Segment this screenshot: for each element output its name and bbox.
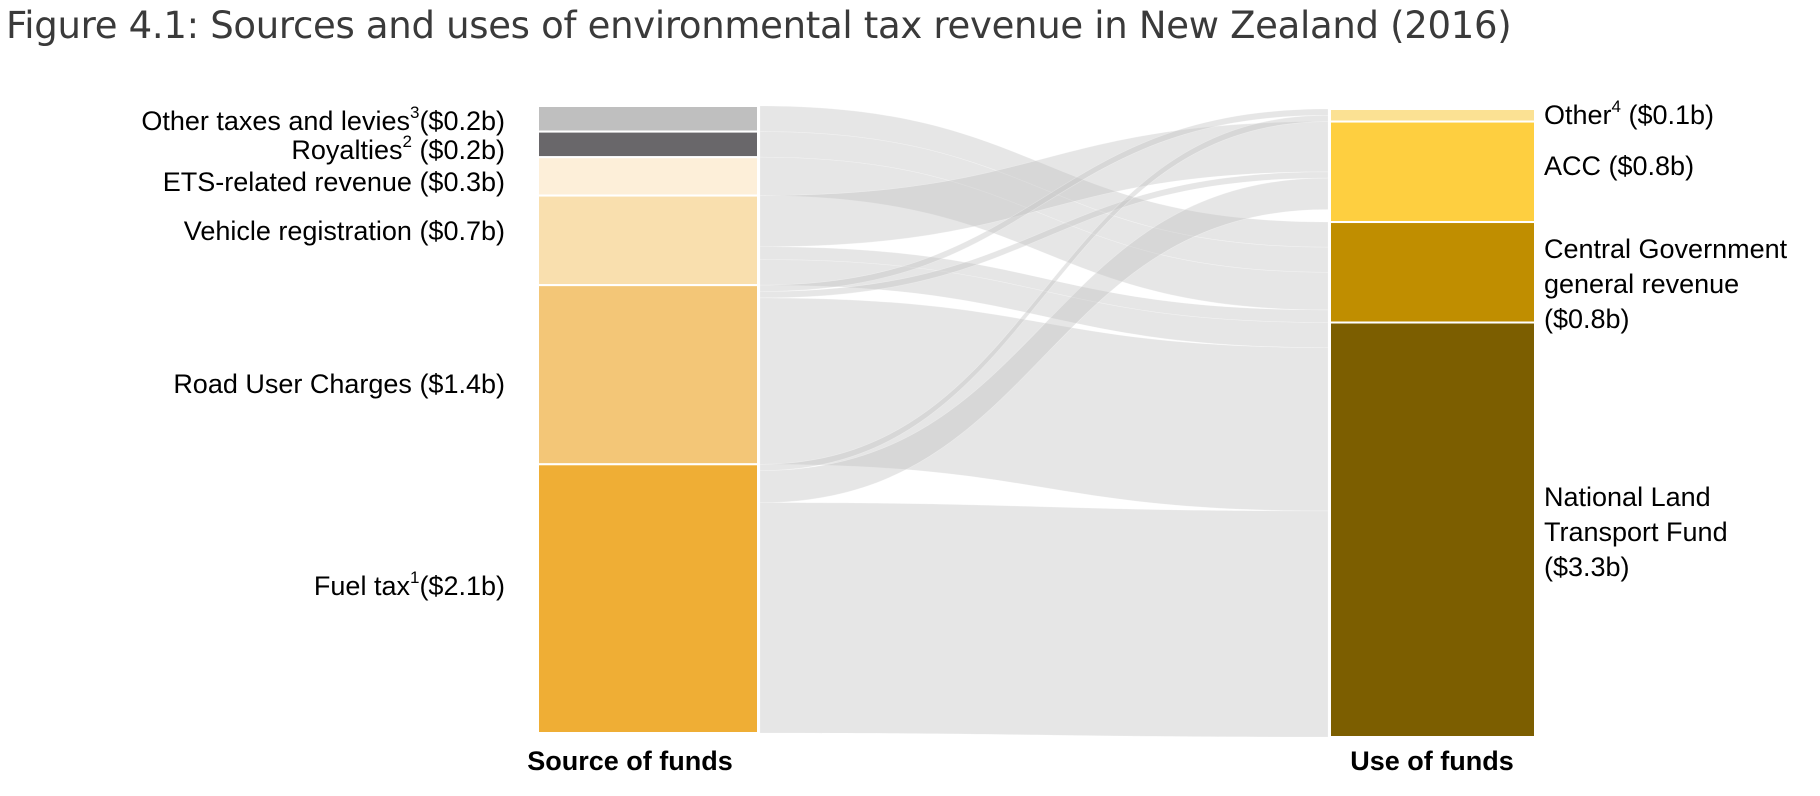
source-label-other_taxes: Other taxes and levies3($0.2b) (141, 104, 505, 136)
use-bar-other (1329, 108, 1536, 123)
footnote-marker: 4 (1611, 97, 1621, 116)
use-amount: ($0.8b) (1601, 151, 1695, 181)
use-bar-nltf (1329, 321, 1536, 738)
source-name: Royalties (291, 135, 403, 165)
source-name: Road User Charges (173, 369, 412, 399)
flow-ets-to-central (759, 156, 1329, 311)
source-label-royalties: Royalties2 ($0.2b) (291, 133, 505, 165)
flow-ruc-to-nltf (759, 297, 1329, 512)
source-bar-royalties (537, 130, 759, 159)
source-amount: ($2.1b) (419, 571, 505, 601)
flow-vehicle_reg-to-acc (759, 121, 1329, 248)
source-name: Vehicle registration (183, 216, 412, 246)
source-bar-ets (537, 156, 759, 197)
source-axis-label: Source of funds (527, 746, 733, 776)
source-label-ets: ETS-related revenue ($0.3b) (163, 169, 505, 196)
source-label-vehicle_reg: Vehicle registration ($0.7b) (184, 218, 505, 245)
use-axis-label: Use of funds (1350, 746, 1514, 776)
flow-fuel-to-acc (759, 177, 1329, 503)
flow-fuel-to-nltf (759, 502, 1329, 738)
use-amount: ($0.8b) (1544, 304, 1630, 334)
use-amount: ($0.1b) (1621, 100, 1715, 130)
source-bar-fuel (537, 463, 759, 734)
source-amount: ($0.3b) (411, 167, 505, 197)
source-bar-other_taxes (537, 105, 759, 133)
use-label-other: Other4 ($0.1b) (1544, 98, 1714, 133)
use-amount: ($3.3b) (1544, 552, 1630, 582)
use-label-line: general revenue (1544, 269, 1740, 299)
flow-ruc-to-other (759, 108, 1329, 292)
source-amount: ($0.7b) (411, 216, 505, 246)
flow-vehicle_reg-to-nltf (759, 259, 1329, 348)
footnote-marker: 2 (402, 132, 412, 151)
source-name: Fuel tax (313, 571, 410, 601)
source-amount: ($1.4b) (411, 369, 505, 399)
use-label-line: Central Government (1544, 234, 1788, 264)
use-label-line: National Land (1544, 482, 1711, 512)
source-bar-ruc (537, 284, 759, 466)
flow-ruc-to-acc (759, 171, 1329, 299)
source-name: ETS-related revenue (162, 167, 412, 197)
nodes-layer (537, 105, 1536, 738)
use-label-acc: ACC ($0.8b) (1544, 149, 1694, 184)
use-label-central: Central Government general revenue ($0.8b) (1544, 232, 1787, 337)
source-label-ruc: Road User Charges ($1.4b) (173, 371, 505, 398)
source-label-fuel: Fuel tax1($2.1b) (313, 569, 505, 601)
source-bar-vehicle_reg (537, 194, 759, 287)
source-name: Other taxes and levies (141, 106, 410, 136)
use-bar-acc (1329, 120, 1536, 224)
figure-title: Figure 4.1: Sources and uses of environm… (6, 4, 1512, 47)
use-label-nltf: National Land Transport Fund ($3.3b) (1544, 480, 1728, 585)
flows-layer (759, 105, 1329, 738)
use-label-line: Other4 ($0.1b) (1544, 97, 1715, 130)
use-bar-central (1329, 221, 1536, 324)
footnote-marker: 1 (409, 568, 420, 587)
source-amount: ($0.2b) (411, 135, 505, 165)
flow-royalties-to-central (759, 131, 1329, 273)
flow-fuel-to-other (759, 114, 1329, 471)
use-label-line: ACC ($0.8b) (1544, 151, 1695, 181)
footnote-marker: 3 (409, 103, 420, 122)
flow-other_taxes-to-central (759, 105, 1329, 248)
flow-vehicle_reg-to-central (759, 246, 1329, 323)
use-label-line: Transport Fund (1544, 517, 1728, 547)
source-amount: ($0.2b) (419, 106, 505, 136)
